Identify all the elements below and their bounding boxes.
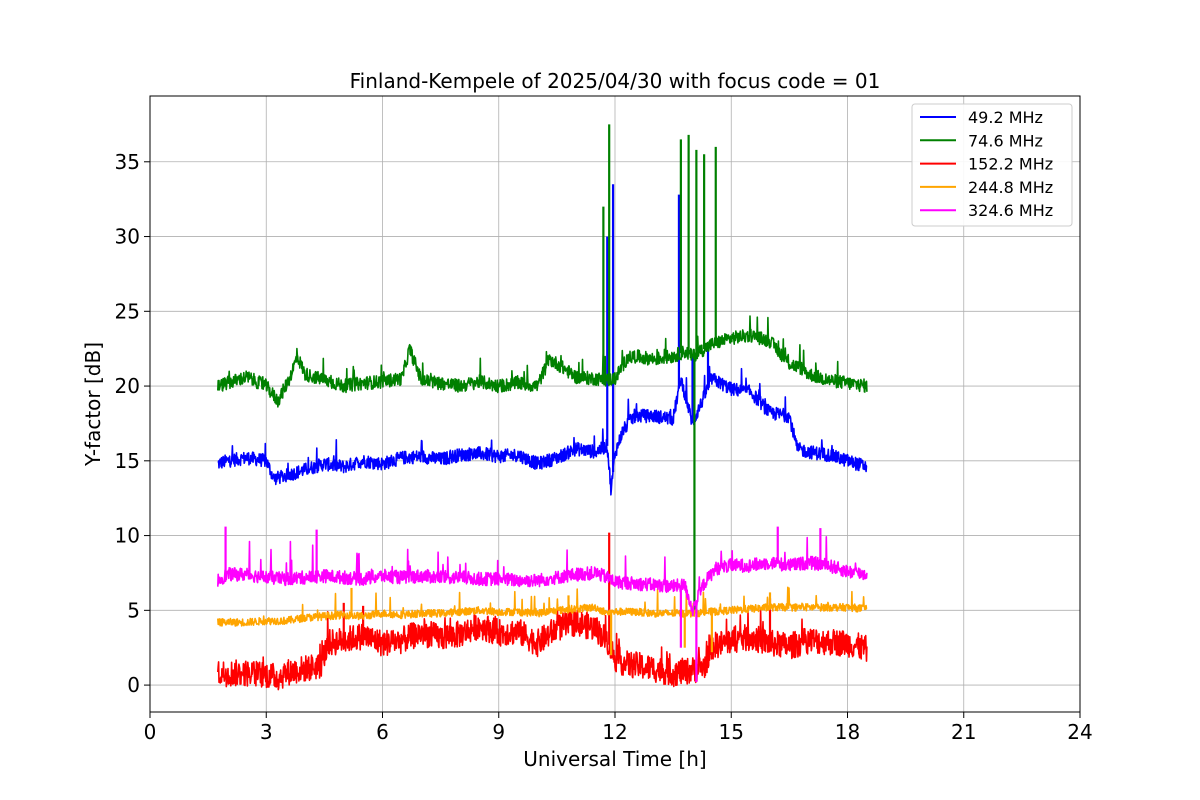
ticks: 0 3 6 9 12 15 18 21 24 0 5 10 15 20 25 30 35 xyxy=(115,150,1093,744)
legend-entry-4: 324.6 MHz xyxy=(968,201,1053,220)
y-tick-label: 5 xyxy=(127,598,140,622)
y-tick-label: 15 xyxy=(115,449,140,473)
chart-title: Finland-Kempele of 2025/04/30 with focus… xyxy=(350,69,881,93)
x-tick-label: 15 xyxy=(719,720,744,744)
legend: 49.2 MHz 74.6 MHz 152.2 MHz 244.8 MHz 324.6 … xyxy=(911,103,1073,227)
plot-area xyxy=(217,124,868,691)
series-line-0 xyxy=(217,365,868,496)
y-axis-label: Y-factor [dB] xyxy=(81,342,105,467)
y-tick-label: 0 xyxy=(127,673,140,697)
y-tick-label: 25 xyxy=(115,299,140,323)
x-tick-label: 18 xyxy=(835,720,860,744)
x-tick-label: 24 xyxy=(1067,720,1092,744)
y-tick-label: 35 xyxy=(115,150,140,174)
y-tick-label: 20 xyxy=(115,374,140,398)
series-line-1 xyxy=(217,315,868,408)
x-tick-label: 3 xyxy=(260,720,273,744)
legend-entry-0: 49.2 MHz xyxy=(968,108,1043,127)
x-tick-label: 21 xyxy=(951,720,976,744)
series-line-2 xyxy=(217,603,868,691)
legend-entry-2: 152.2 MHz xyxy=(968,155,1053,174)
legend-entry-3: 244.8 MHz xyxy=(968,178,1053,197)
x-tick-label: 6 xyxy=(376,720,389,744)
x-tick-label: 0 xyxy=(144,720,157,744)
x-axis-label: Universal Time [h] xyxy=(523,747,706,771)
legend-entry-1: 74.6 MHz xyxy=(968,131,1043,150)
y-tick-label: 30 xyxy=(115,225,140,249)
x-tick-label: 12 xyxy=(602,720,627,744)
series-line-3 xyxy=(217,586,868,627)
y-tick-label: 10 xyxy=(115,524,140,548)
x-tick-label: 9 xyxy=(492,720,505,744)
legend-box xyxy=(911,103,1073,227)
series-line-4 xyxy=(217,535,868,617)
